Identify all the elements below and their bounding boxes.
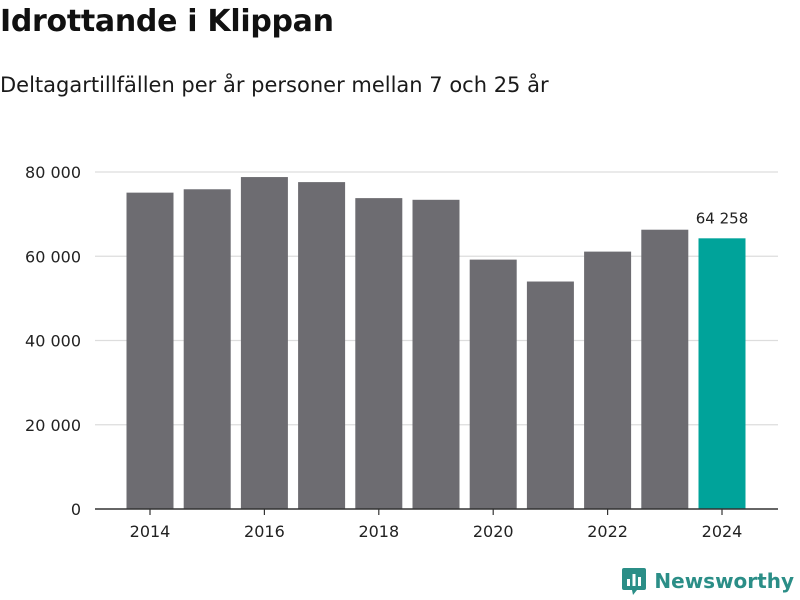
bar-2021 [526, 281, 574, 509]
bar-2014 [126, 192, 174, 510]
x-tick-label: 2020 [473, 522, 514, 541]
bar-chart: 0 20 000 40 000 60 000 80 000 2014 2016 2018 202… [25, 163, 778, 541]
x-tick-label: 2016 [244, 522, 285, 541]
x-tick-label: 2018 [358, 522, 399, 541]
y-tick-label: 0 [71, 500, 81, 519]
labels: 0 20 000 40 000 60 000 80 000 2014 2016 2018 202… [25, 163, 748, 541]
axes [95, 508, 778, 515]
bar-2015 [183, 189, 231, 510]
y-tick-label: 80 000 [25, 163, 81, 182]
y-tick-label: 20 000 [25, 416, 81, 435]
bar-2016 [240, 177, 288, 509]
x-tick-label: 2024 [702, 522, 743, 541]
chart-subtitle: Deltagartillfällen per år personer mella… [0, 73, 549, 97]
y-tick-label: 60 000 [25, 247, 81, 266]
brand-name: Newsworthy [654, 569, 794, 593]
data-label: 64 258 [696, 209, 749, 227]
x-tick-label: 2014 [130, 522, 171, 541]
bar-2018 [355, 198, 403, 509]
bar-2019 [412, 199, 460, 510]
newsworthy-logo: Newsworthy [621, 566, 794, 596]
y-tick-label: 40 000 [25, 332, 81, 351]
bar-2022 [584, 251, 632, 509]
bar-2017 [298, 182, 346, 510]
bar-2024 [698, 238, 746, 509]
newsworthy-logo-icon [622, 568, 647, 595]
bar-2023 [641, 229, 689, 509]
bars [126, 177, 746, 510]
x-tick-label: 2022 [587, 522, 628, 541]
bar-2020 [469, 259, 517, 509]
chart-title: Idrottande i Klippan [0, 4, 334, 39]
